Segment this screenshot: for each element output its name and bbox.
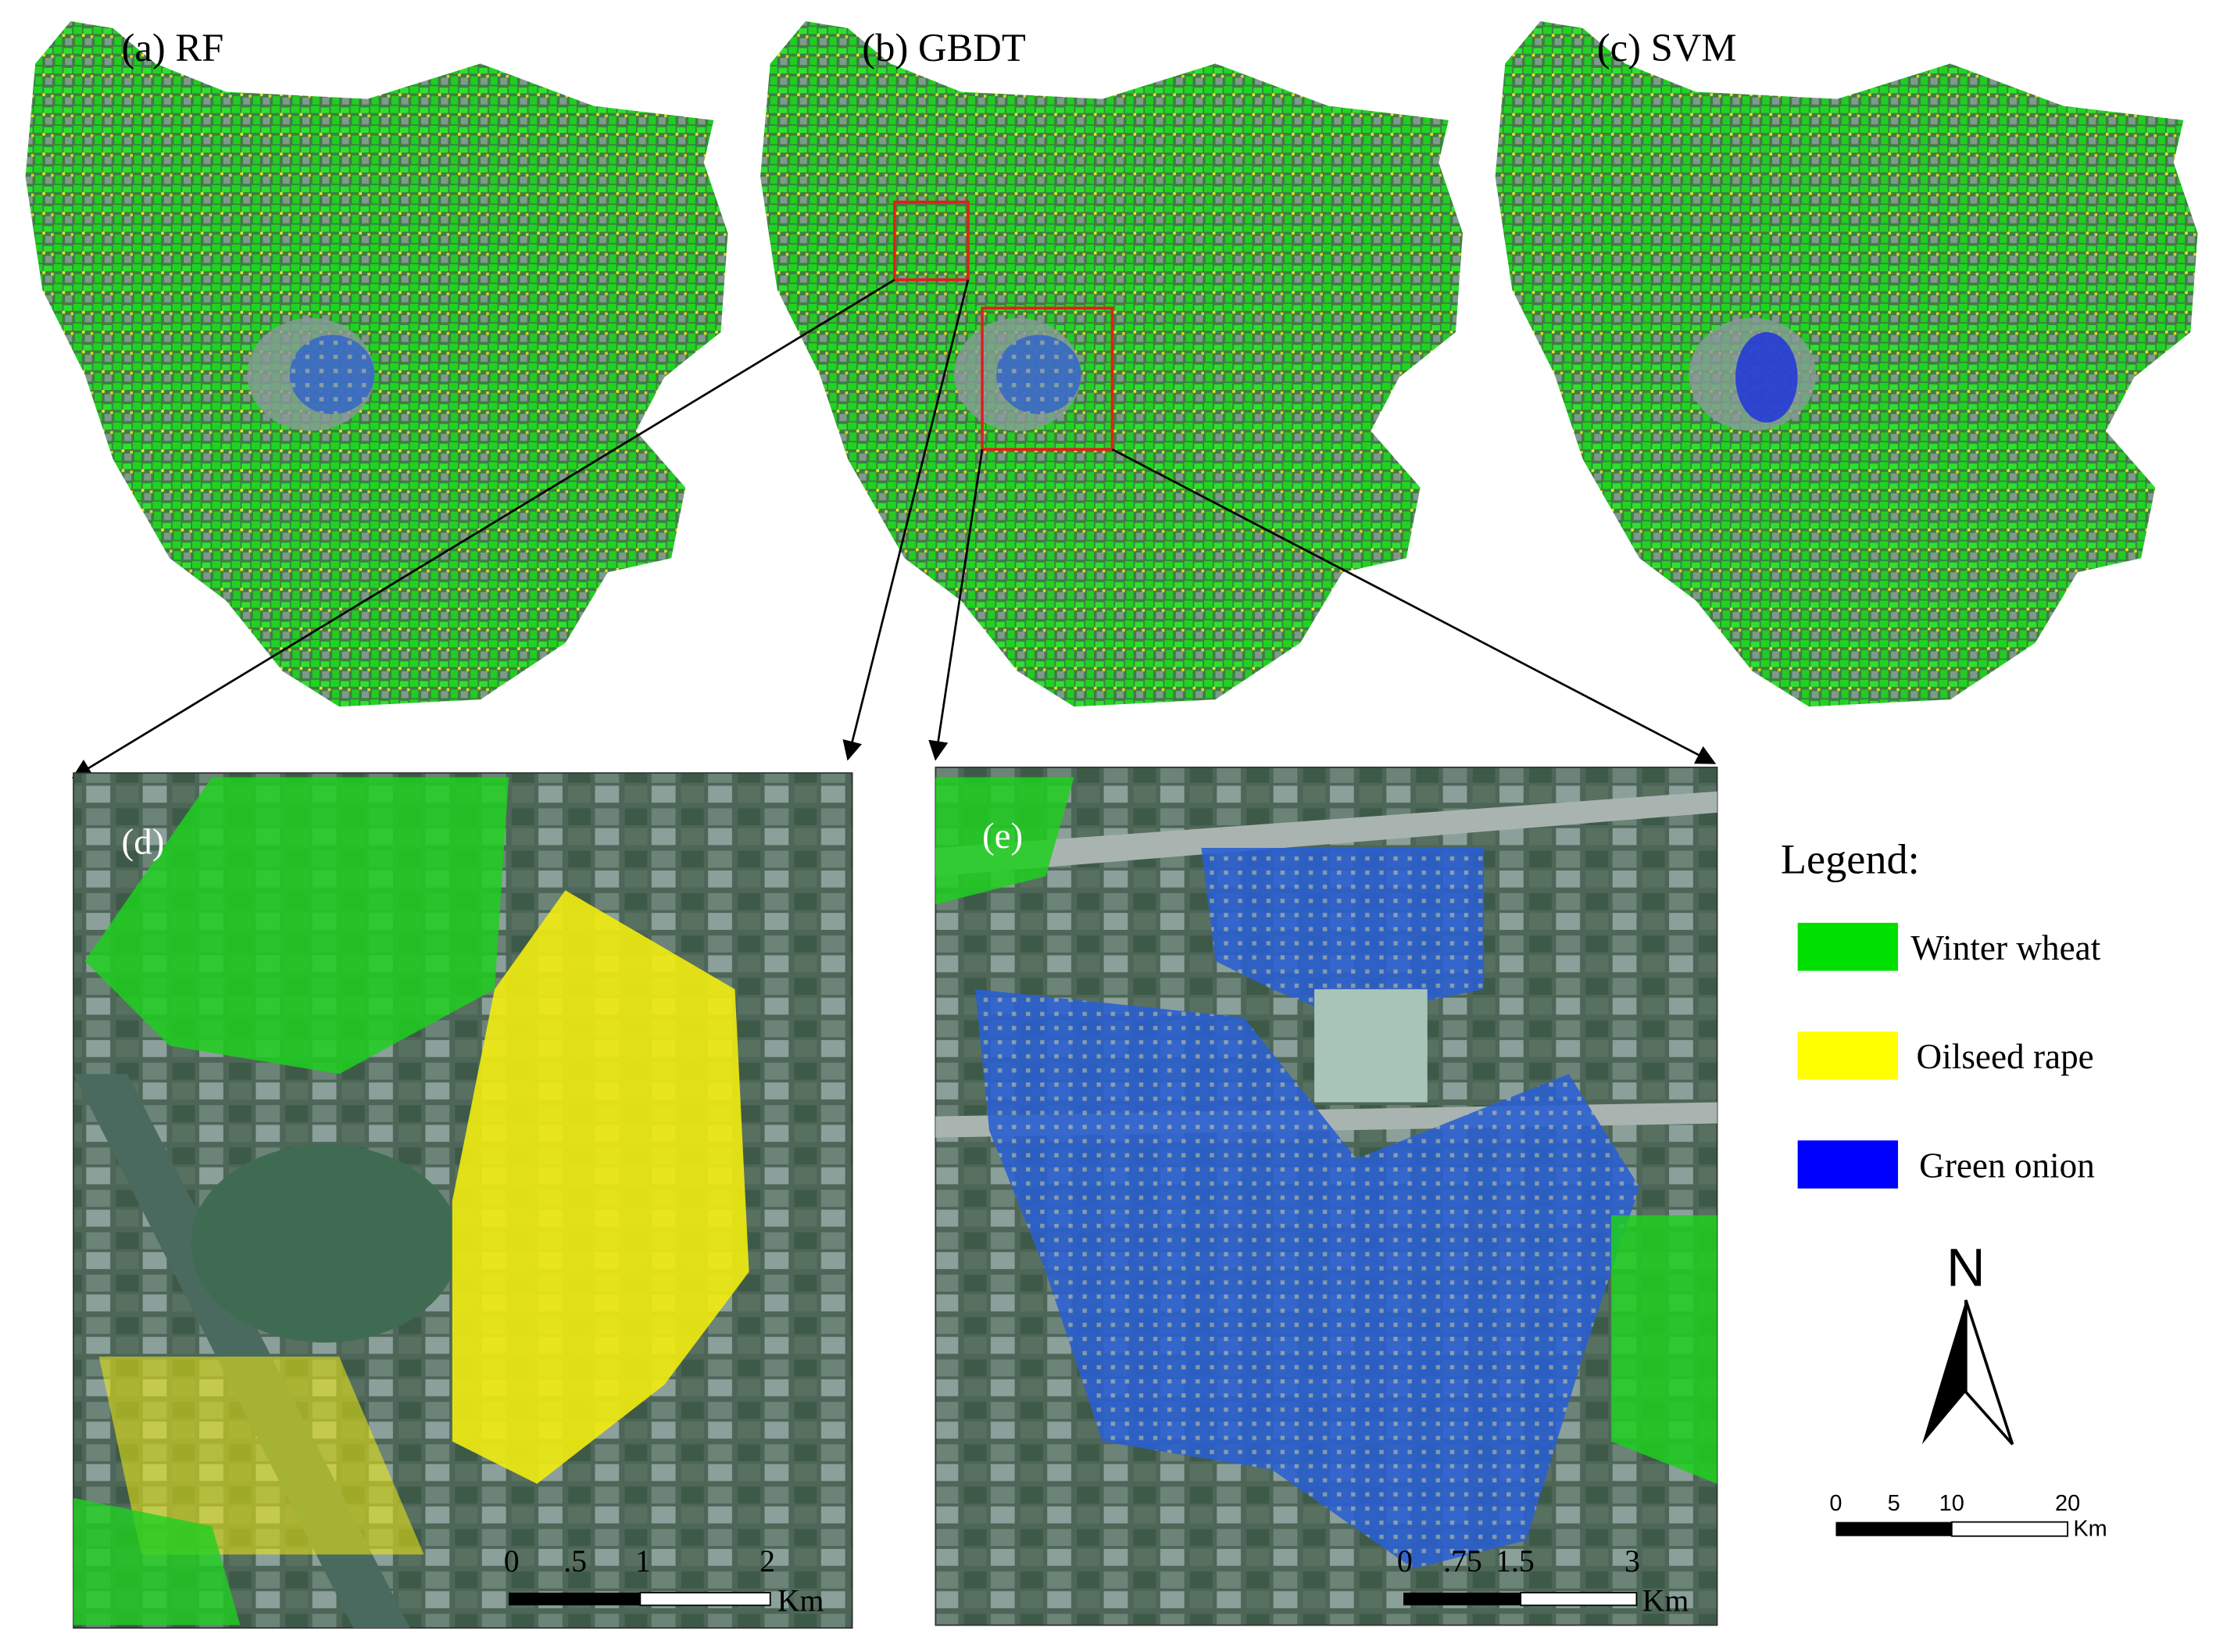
scale-tick: 20	[2055, 1491, 2080, 1516]
map-zoom-e: (e) 0 .75 1.5 3 Km	[935, 767, 1718, 1626]
north-arrow: N	[1921, 1238, 2014, 1446]
panel-label: (a) RF	[122, 26, 224, 70]
scale-unit: Km	[1642, 1584, 1689, 1618]
scale-tick: 2	[760, 1544, 775, 1579]
scale-tick: 10	[1939, 1491, 1964, 1516]
scale-tick: 1.5	[1496, 1544, 1535, 1579]
legend-label: Winter wheat	[1910, 928, 2100, 967]
legend: Legend: Winter wheat Oilseed rape Green …	[1781, 836, 2101, 1189]
map-zoom-d: (d) 0 .5 1 2 Km	[73, 772, 853, 1629]
zoom-box	[981, 306, 1114, 451]
scale-tick: 3	[1624, 1544, 1640, 1579]
arrows	[71, 278, 1717, 778]
legend-swatch	[1797, 1032, 1899, 1080]
legend-label: Green onion	[1919, 1146, 2095, 1185]
scale-unit: Km	[2073, 1517, 2107, 1542]
map-gbdt: (b) GBDT	[760, 21, 1463, 707]
zoom-box	[893, 200, 970, 281]
scale-bar: 0 5 10 20 Km	[1829, 1491, 2107, 1542]
scale-tick: .75	[1443, 1544, 1482, 1579]
legend-label: Oilseed rape	[1917, 1037, 2094, 1076]
scale-unit: Km	[777, 1584, 824, 1618]
legend-title: Legend:	[1781, 836, 1920, 883]
scale-tick: 0	[1829, 1491, 1842, 1516]
north-label: N	[1946, 1238, 1985, 1298]
scale-tick: 5	[1888, 1491, 1900, 1516]
map-svm: (c) SVM	[1495, 21, 2198, 707]
panel-label: (e)	[982, 816, 1023, 856]
legend-swatch	[1797, 1140, 1899, 1189]
panel-label: (b) GBDT	[862, 26, 1026, 70]
legend-swatch	[1797, 922, 1899, 971]
scale-tick: .5	[563, 1544, 587, 1579]
scale-tick: 1	[635, 1544, 651, 1579]
map-rf: (a) RF	[25, 21, 728, 707]
panel-label: (d)	[122, 821, 165, 862]
scale-tick: 0	[1397, 1544, 1413, 1579]
scale-tick: 0	[504, 1544, 520, 1579]
panel-label: (c) SVM	[1597, 26, 1737, 70]
